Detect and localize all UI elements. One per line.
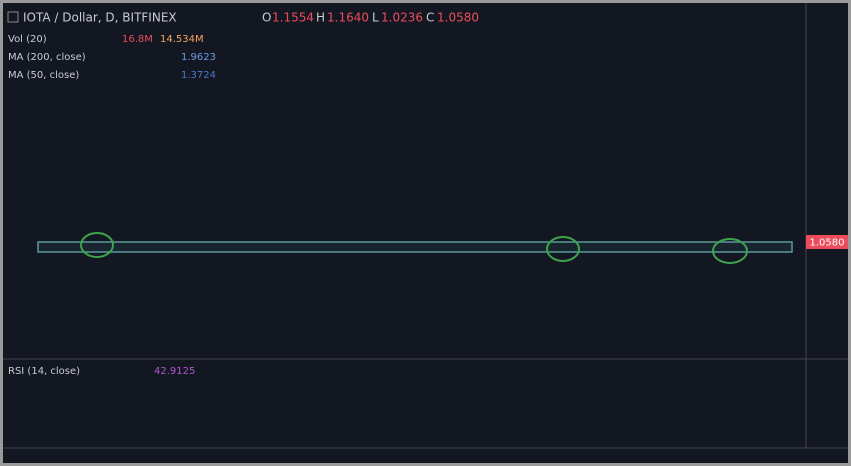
ohlc-value: 1.0236 bbox=[381, 11, 423, 25]
ohlc-label: H bbox=[316, 11, 325, 25]
ohlc-value: 1.1554 bbox=[272, 11, 314, 25]
indicator-value: 42.9125 bbox=[154, 366, 195, 377]
last-price-box bbox=[806, 235, 848, 249]
indicator-value: 1.9623 bbox=[181, 52, 216, 63]
highlight-circle bbox=[712, 238, 748, 264]
indicator-label[interactable]: MA (200, close) bbox=[8, 52, 86, 63]
chart-background bbox=[3, 3, 848, 463]
indicator-value: 14.534M bbox=[160, 34, 204, 45]
collapse-icon[interactable] bbox=[7, 11, 19, 23]
last-price: 1.0580 bbox=[810, 238, 845, 249]
indicator-value: 16.8M bbox=[122, 34, 153, 45]
ohlc-label: O bbox=[262, 11, 271, 25]
indicator-label[interactable]: Vol (20) bbox=[8, 34, 47, 45]
support-zone bbox=[37, 241, 793, 253]
indicator-value: 1.3724 bbox=[181, 70, 216, 81]
indicator-label[interactable]: MA (50, close) bbox=[8, 70, 79, 81]
ohlc-label: C bbox=[426, 11, 434, 25]
ohlc-label: L bbox=[372, 11, 379, 25]
indicator-label[interactable]: RSI (14, close) bbox=[8, 366, 80, 377]
highlight-circle bbox=[80, 232, 114, 258]
highlight-circle bbox=[546, 236, 580, 262]
ohlc-value: 1.0580 bbox=[437, 11, 479, 25]
symbol[interactable]: IOTA / Dollar, D, BITFINEX bbox=[23, 11, 177, 25]
ohlc-value: 1.1640 bbox=[327, 11, 369, 25]
